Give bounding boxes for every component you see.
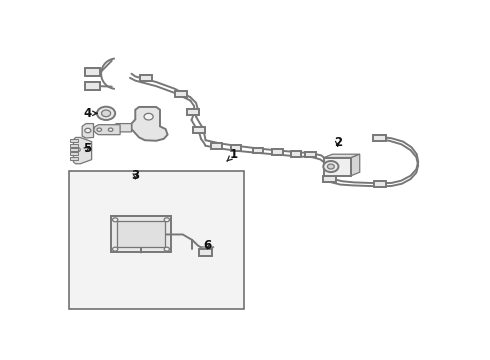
Polygon shape (351, 154, 360, 176)
Polygon shape (113, 123, 131, 132)
Bar (373, 135, 386, 141)
Text: 2: 2 (334, 136, 342, 149)
Bar (231, 145, 241, 151)
Bar (70, 139, 78, 143)
Bar (69, 171, 244, 309)
Bar (194, 127, 205, 133)
Text: 5: 5 (83, 142, 91, 155)
Circle shape (144, 113, 153, 120)
Bar (253, 148, 263, 153)
Bar (70, 157, 78, 160)
Bar (70, 148, 78, 151)
Circle shape (113, 247, 118, 251)
Text: 4: 4 (83, 107, 97, 120)
Bar (272, 149, 283, 155)
Text: 3: 3 (131, 169, 139, 182)
Polygon shape (74, 138, 92, 164)
Text: 1: 1 (227, 148, 238, 161)
Bar (187, 109, 199, 115)
Bar (305, 152, 316, 157)
Text: 6: 6 (203, 239, 212, 252)
Polygon shape (94, 125, 120, 135)
Bar (211, 143, 221, 149)
Bar (111, 216, 172, 252)
Bar (324, 158, 351, 176)
Circle shape (101, 110, 111, 117)
Circle shape (108, 128, 113, 131)
Bar (291, 151, 301, 157)
Bar (70, 144, 78, 147)
Bar (199, 249, 212, 256)
Circle shape (113, 218, 118, 222)
Bar (70, 152, 78, 156)
Bar (140, 75, 151, 81)
Bar (85, 68, 100, 76)
Bar (175, 91, 187, 97)
Polygon shape (324, 154, 360, 158)
Polygon shape (131, 107, 168, 141)
Circle shape (164, 218, 170, 222)
Circle shape (85, 128, 91, 133)
Circle shape (327, 164, 334, 169)
Circle shape (74, 148, 80, 152)
Bar (85, 82, 100, 90)
Circle shape (164, 247, 170, 251)
Polygon shape (82, 123, 94, 138)
Circle shape (97, 128, 101, 131)
Bar (118, 221, 165, 247)
Circle shape (323, 161, 339, 172)
Bar (323, 176, 336, 182)
Circle shape (97, 107, 115, 120)
Polygon shape (199, 247, 214, 249)
Bar (374, 181, 386, 187)
